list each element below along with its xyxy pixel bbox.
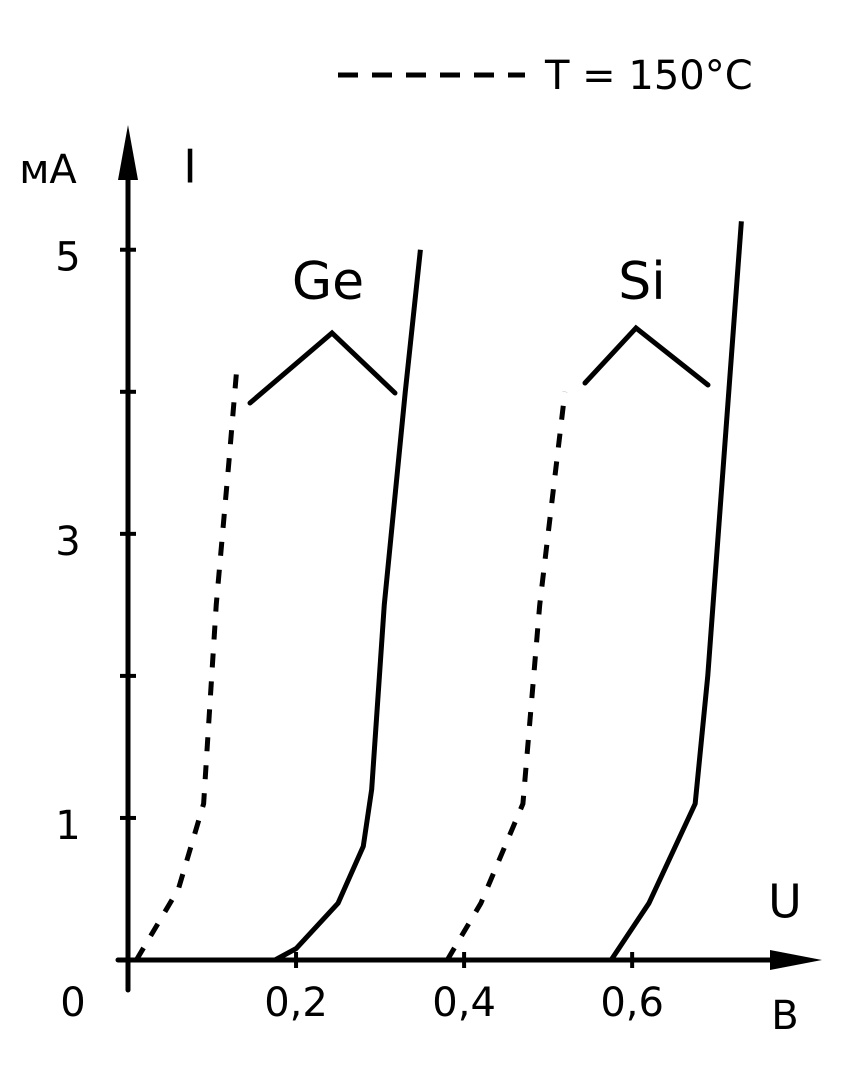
y-arrow [118,125,138,180]
y-tick-label: 1 [55,803,80,849]
curve-hot [134,363,240,962]
legend-label: T = 150°C [544,53,753,99]
label-pointer [582,324,711,388]
curve-hot [445,391,568,962]
y-tick-label: 3 [55,519,80,565]
x-tick-label: 0,2 [264,980,328,1026]
x-tick-label: 0,6 [600,980,664,1026]
label-pointer [247,329,398,406]
y-tick-label: 5 [55,235,80,281]
curve [609,221,744,962]
y-unit: мА [19,147,77,193]
x-tick-label: 0,4 [432,980,496,1026]
curve-label: Si [618,252,665,312]
y-label: I [183,140,197,194]
curve [273,249,423,963]
x-label: U [768,875,802,929]
x-unit: В [771,993,798,1039]
x-tick-label: 0 [60,980,85,1026]
curve-label: Ge [292,252,364,312]
x-arrow [770,950,822,970]
